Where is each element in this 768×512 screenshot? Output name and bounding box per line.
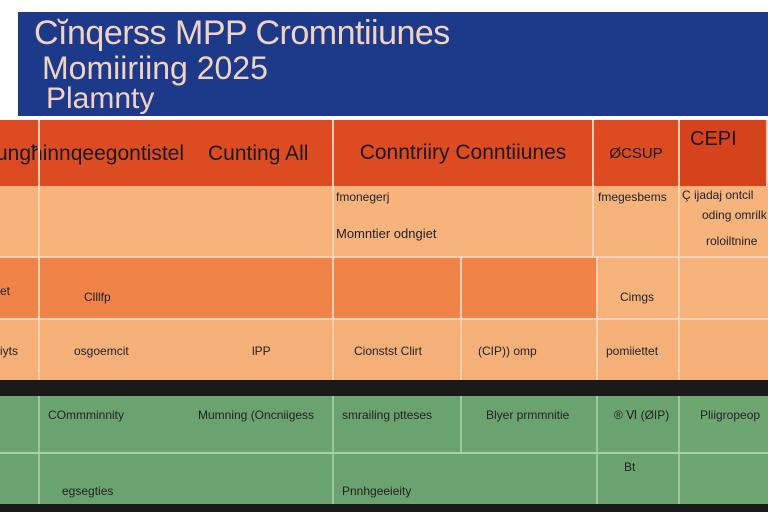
green1-cell-3-text: smrailing ptteses [342, 408, 433, 422]
green2-cell-2: egsegties [40, 454, 334, 504]
green2-cell-4: Bt [598, 454, 680, 504]
row3-cell-3b-text: (CIP)) omp [478, 344, 537, 358]
title-line-1: Cĭnqerss MPP Cromntiiunes [34, 14, 450, 52]
row3-cell-2: osgoemcit lPP [40, 320, 334, 380]
header-divider [38, 120, 40, 186]
row1-cell-5-text-a: Ç ijadaj ontcil [682, 188, 754, 202]
row1-cell-4-text: fmegesbems [598, 190, 667, 204]
row2-cell-4-text: Cimgs [620, 290, 655, 304]
green2-cell-3-text: Pnnhgeeieity [342, 484, 412, 498]
bottom-border [0, 504, 768, 512]
row2-cell-5 [680, 258, 768, 318]
green2-cell-3: Pnnhgeeieity [334, 454, 598, 504]
green2-cell-1 [0, 454, 40, 504]
row1-cell-2 [40, 186, 334, 256]
row3-cell-4: pomiiettet [598, 320, 680, 380]
green1-cell-3b-text: Blyer prmmnitie [486, 408, 570, 422]
section-divider [0, 380, 768, 396]
green1-cell-2-text-b: Mumning (Oncniigess [198, 408, 315, 422]
row2-cell-2: Clllfp [40, 258, 334, 318]
row1-cell-3-text-b: Momntier odngiet [336, 226, 437, 241]
green1-cell-4-text: ® Ⅵ (ØIP) [614, 408, 670, 422]
green1-cell-5: Pliigropeop [680, 396, 768, 452]
row3-cell-4-text: pomiiettet [606, 344, 659, 358]
header-cell-4: ØCSUP [594, 120, 680, 186]
green2-cell-4-text: Bt [624, 460, 636, 474]
header-label-5: CEPI [690, 128, 737, 150]
green2-cell-5 [680, 454, 768, 504]
title-line-3: Plamnty [46, 82, 155, 115]
row1-cell-4: fmegesbems [594, 186, 680, 256]
header-cell-3: Conntriiry Conntiiunes [334, 120, 594, 186]
green1-cell-4: ® Ⅵ (ØIP) [598, 396, 680, 452]
row3-cell-2-text-a: osgoemcit [74, 344, 129, 358]
row3-cell-1: iyts [0, 320, 40, 380]
green1-cell-3b: Blyer prmmnitie [462, 396, 598, 452]
header-label-2: Cunting All [208, 142, 309, 165]
green1-cell-3: smrailing ptteses [334, 396, 462, 452]
header-cell-1: ungħinnqeegontistel Cunting All [0, 120, 334, 186]
row3-cell-5 [680, 320, 768, 380]
green1-cell-2: COmmminnity Mumning (Oncniigess [40, 396, 334, 452]
row2-cell-4: Cimgs [598, 258, 680, 318]
header-label-3: Conntriiry Conntiiunes [359, 141, 567, 164]
row2-cell-3 [334, 258, 462, 318]
row3-cell-3b: (CIP)) omp [462, 320, 598, 380]
green1-cell-5-text: Pliigropeop [700, 408, 761, 422]
green1-cell-1 [0, 396, 40, 452]
row2-cell-1: et [0, 258, 40, 318]
row2-cell-2-text: Clllfp [84, 290, 111, 304]
title-line-2: Momiiriing 2025 [42, 50, 268, 86]
row1-cell-1 [0, 186, 40, 256]
row1-cell-5-text-c: roloiltnine [706, 234, 758, 248]
row3-cell-3: Cionstst Clirt [334, 320, 462, 380]
header-label-1: ungħinnqeegontistel [0, 142, 184, 165]
row-divider-2 [0, 318, 768, 320]
row1-cell-5-text-b: oding omrilk [702, 208, 767, 222]
row3-cell-1-text: iyts [0, 344, 18, 358]
row-divider-1 [0, 256, 768, 258]
row1-cell-3: fmonegerj Momntier odngiet [334, 186, 594, 256]
green-divider [0, 452, 768, 454]
header-label-4: ØCSUP [609, 144, 663, 162]
title-banner: Cĭnqerss MPP Cromntiiunes Momiiriing 202… [0, 0, 768, 118]
green2-cell-2-text: egsegties [62, 484, 114, 498]
title-background [18, 12, 768, 116]
green1-cell-2-text-a: COmmminnity [48, 408, 125, 422]
row2-cell-1-text: et [0, 284, 11, 298]
row1-cell-3-text-a: fmonegerj [336, 190, 390, 204]
header-cell-5: CEPI [680, 120, 768, 186]
row1-cell-5: Ç ijadaj ontcil oding omrilk roloiltnine [680, 186, 768, 256]
row3-cell-3-text: Cionstst Clirt [354, 344, 423, 358]
row3-cell-2-text-b: lPP [252, 344, 271, 358]
row2-cell-3b [462, 258, 598, 318]
